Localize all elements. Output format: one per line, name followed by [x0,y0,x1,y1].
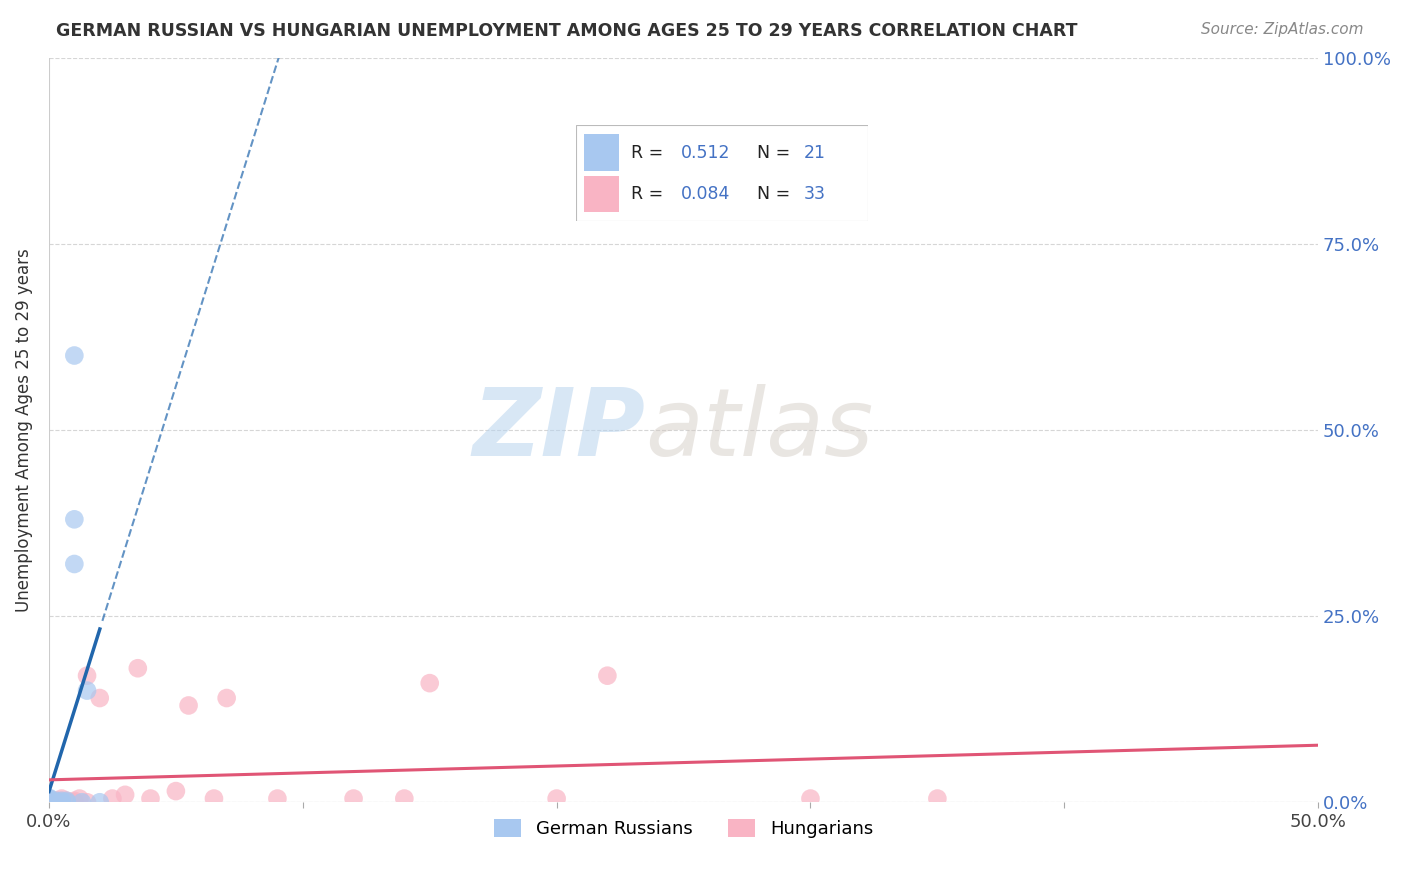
Point [38,795,60,809]
Text: Source: ZipAtlas.com: Source: ZipAtlas.com [1201,22,1364,37]
Point [342,791,364,805]
Point [38,795,60,809]
Point [799,791,821,805]
Point [76,668,98,682]
Point [89,795,111,809]
Point [165,784,187,798]
Point [101,791,124,805]
Point [76,795,98,809]
Point [215,691,238,706]
Point [45,795,67,809]
Point [55,794,77,808]
Point [38,791,60,805]
Point [63,794,86,808]
Point [38,795,60,809]
Point [394,791,416,805]
Point [51,794,73,808]
Point [927,791,949,805]
Point [63,349,86,363]
Point [266,791,288,805]
Point [55,794,77,808]
Point [55,795,77,809]
Point [63,795,86,809]
Point [70,795,93,809]
Point [51,795,73,809]
Point [38,792,60,806]
Legend: German Russians, Hungarians: German Russians, Hungarians [486,812,880,846]
Point [45,794,67,808]
Y-axis label: Unemployment Among Ages 25 to 29 years: Unemployment Among Ages 25 to 29 years [15,248,32,612]
Point [202,791,225,805]
Point [419,676,441,690]
Point [63,512,86,526]
Point [546,791,568,805]
Point [38,794,60,808]
Point [38,790,60,805]
Point [63,557,86,571]
Point [76,683,98,698]
Point [89,691,111,706]
Point [51,795,73,809]
Point [45,794,67,808]
Point [38,793,60,807]
Point [127,661,149,675]
Point [67,791,90,805]
Point [114,788,136,802]
Point [51,794,73,808]
Point [596,668,619,682]
Point [55,795,77,809]
Text: atlas: atlas [645,384,873,475]
Point [38,795,60,809]
Point [38,795,60,809]
Point [38,794,60,808]
Point [51,791,73,805]
Point [177,698,200,713]
Point [38,791,60,805]
Point [38,793,60,807]
Point [45,795,67,809]
Text: ZIP: ZIP [472,384,645,476]
Text: GERMAN RUSSIAN VS HUNGARIAN UNEMPLOYMENT AMONG AGES 25 TO 29 YEARS CORRELATION C: GERMAN RUSSIAN VS HUNGARIAN UNEMPLOYMENT… [56,22,1078,40]
Point [139,791,162,805]
